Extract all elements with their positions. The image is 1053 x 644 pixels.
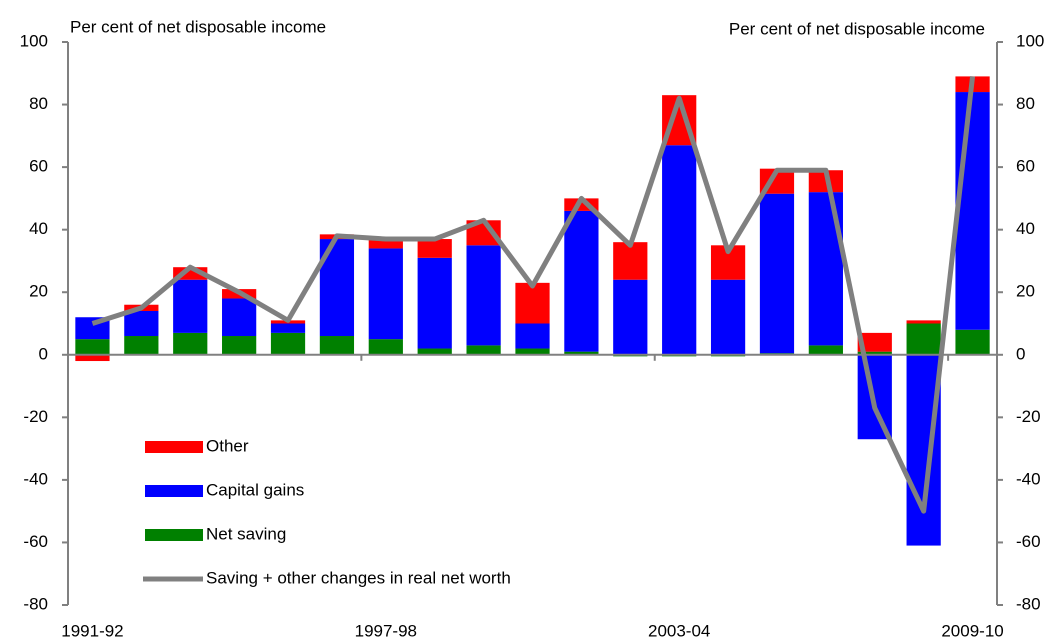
- bar: [515, 323, 550, 349]
- x-tick-label: 1991-92: [61, 621, 123, 640]
- y2-axis-label: Per cent of net disposable income: [729, 19, 985, 38]
- y2-tick-label: -60: [1016, 532, 1041, 551]
- bar: [906, 354, 941, 546]
- bar: [319, 336, 355, 355]
- legend-label: Capital gains: [206, 480, 304, 499]
- bar: [955, 92, 990, 330]
- legend-label: Other: [206, 436, 249, 455]
- y2-tick-label: -80: [1016, 594, 1041, 613]
- bar: [808, 345, 843, 355]
- bar: [270, 323, 306, 333]
- bar: [808, 192, 843, 346]
- bar: [564, 351, 599, 355]
- bar: [515, 282, 550, 324]
- bar: [906, 320, 941, 324]
- bar: [857, 332, 892, 352]
- y-tick-label: 40: [29, 219, 48, 238]
- bar: [270, 332, 306, 355]
- y-tick-label: -20: [23, 407, 48, 426]
- x-tick-label: 2009-10: [941, 621, 1003, 640]
- y-tick-label: 60: [29, 157, 48, 176]
- bar: [173, 279, 208, 333]
- y-tick-label: 100: [20, 31, 48, 50]
- bar: [662, 145, 697, 355]
- bar: [368, 239, 403, 249]
- y2-tick-label: 60: [1016, 157, 1035, 176]
- y2-tick-label: 0: [1016, 344, 1025, 363]
- bar: [564, 210, 599, 352]
- bar: [222, 298, 257, 337]
- bar: [173, 332, 208, 355]
- bar: [466, 245, 501, 346]
- bar: [124, 310, 159, 337]
- x-tick-label: 1997-98: [355, 621, 417, 640]
- y-tick-label: -60: [23, 532, 48, 551]
- bar: [124, 336, 159, 355]
- bar: [75, 339, 110, 355]
- bar: [417, 348, 452, 355]
- bar: [759, 193, 795, 354]
- legend-label: Saving + other changes in real net worth: [206, 568, 511, 587]
- y2-tick-label: 100: [1016, 31, 1044, 50]
- y-tick-label: -80: [23, 594, 48, 613]
- bar: [710, 279, 746, 355]
- y-tick-label: 80: [29, 94, 48, 113]
- x-tick-label: 2003-04: [648, 621, 710, 640]
- bar: [515, 348, 550, 355]
- bar: [613, 279, 648, 355]
- y2-tick-label: -20: [1016, 407, 1041, 426]
- bar: [857, 351, 892, 355]
- y2-tick-label: -40: [1016, 469, 1041, 488]
- bar: [75, 354, 110, 362]
- bar: [955, 329, 990, 355]
- legend-swatch: [145, 441, 203, 453]
- bar: [906, 323, 941, 355]
- y-tick-label: 0: [39, 344, 48, 363]
- line: [91, 76, 976, 514]
- y-axis-label: Per cent of net disposable income: [70, 17, 326, 36]
- bar: [368, 248, 403, 340]
- legend-label: Net saving: [206, 524, 286, 543]
- y2-tick-label: 20: [1016, 282, 1035, 301]
- legend-swatch: [145, 485, 203, 497]
- bar: [417, 239, 452, 258]
- bar: [613, 242, 648, 280]
- legend-swatch: [145, 529, 203, 541]
- bar: [417, 257, 452, 349]
- bar: [222, 336, 257, 355]
- bar: [466, 345, 501, 355]
- y2-tick-label: 40: [1016, 219, 1035, 238]
- y-tick-label: 20: [29, 282, 48, 301]
- bar: [368, 339, 403, 355]
- y2-tick-label: 80: [1016, 94, 1035, 113]
- y-tick-label: -40: [23, 469, 48, 488]
